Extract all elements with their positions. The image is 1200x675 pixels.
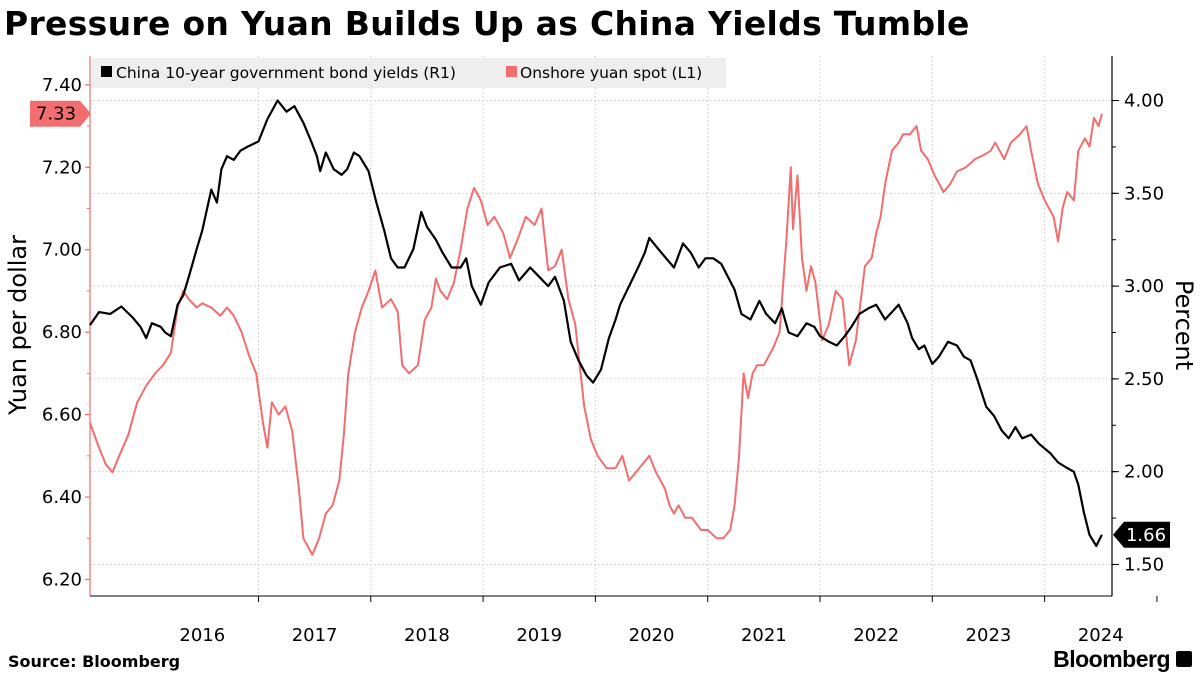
left-axis-title: Yuan per dollar — [4, 235, 32, 416]
yuan-line — [89, 113, 1103, 556]
yield-last-value-badge: 1.66 — [1113, 521, 1170, 548]
x-tick-label-2018: 2018 — [404, 625, 450, 646]
series-lines — [89, 99, 1103, 556]
yuan-last-value-badge: 7.33 — [30, 100, 91, 127]
legend-label-yield: China 10-year government bond yields (R1… — [116, 64, 456, 82]
brand-logo: Bloomberg — [1053, 646, 1170, 672]
right-tick-label-2.50: 2.50 — [1124, 369, 1164, 390]
yield-line — [89, 99, 1103, 547]
source-note: Source: Bloomberg — [8, 652, 181, 671]
axes: 2016 2017 2018 2019 2020 2021 2022 2023 2024 1.50… — [42, 56, 1164, 646]
legend: China 10-year government bond yields (R1… — [92, 58, 726, 88]
left-tick-label-7.40: 7.40 — [42, 75, 82, 96]
x-tick-label-2021: 2021 — [741, 625, 787, 646]
right-tick-label-3.50: 3.50 — [1124, 183, 1164, 204]
x-tick-label-2017: 2017 — [292, 625, 338, 646]
right-tick-label-4.00: 4.00 — [1124, 91, 1164, 112]
right-tick-label-3.00: 3.00 — [1124, 276, 1164, 297]
x-tick-label-2020: 2020 — [629, 625, 675, 646]
x-tick-label-2019: 2019 — [516, 625, 562, 646]
x-tick-label-2024: 2024 — [1078, 625, 1124, 646]
yield-last-value-label: 1.66 — [1126, 525, 1166, 546]
x-tick-label-2016: 2016 — [179, 625, 225, 646]
brand-mark-icon — [1176, 651, 1192, 667]
x-tick-label-2022: 2022 — [853, 625, 899, 646]
legend-background — [92, 58, 726, 88]
left-tick-label-7.00: 7.00 — [42, 240, 82, 261]
left-tick-label-6.80: 6.80 — [42, 322, 82, 343]
right-tick-label-1.50: 1.50 — [1124, 554, 1164, 575]
left-tick-label-7.20: 7.20 — [42, 157, 82, 178]
right-tick-label-2.00: 2.00 — [1124, 462, 1164, 483]
legend-label-yuan: Onshore yuan spot (L1) — [520, 64, 702, 82]
left-tick-label-6.40: 6.40 — [42, 487, 82, 508]
right-axis-title: Percent — [1170, 280, 1198, 370]
legend-swatch-yield — [101, 66, 112, 77]
page-title: Pressure on Yuan Builds Up as China Yiel… — [4, 4, 970, 43]
yuan-last-value-label: 7.33 — [36, 104, 76, 125]
left-tick-label-6.20: 6.20 — [42, 570, 82, 591]
left-tick-label-6.60: 6.60 — [42, 405, 82, 426]
x-tick-label-2023: 2023 — [966, 625, 1012, 646]
legend-swatch-yuan — [506, 66, 517, 77]
grid-lines — [90, 56, 1112, 596]
